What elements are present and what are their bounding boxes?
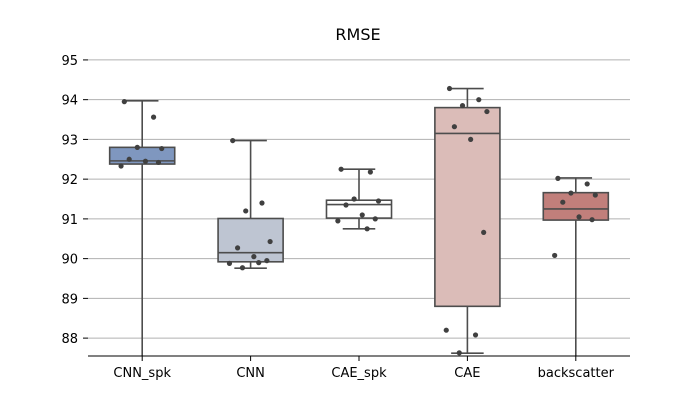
point-cnn-spk-0 bbox=[121, 99, 127, 105]
point-cnn-5 bbox=[251, 254, 257, 260]
box-backscatter bbox=[542, 191, 610, 221]
point-cnn-spk-7 bbox=[118, 163, 124, 169]
point-cae-9 bbox=[456, 350, 462, 356]
point-cae-spk-1 bbox=[367, 169, 373, 175]
y-tick-label-93: 93 bbox=[61, 133, 78, 148]
point-cae-7 bbox=[443, 327, 449, 333]
point-cnn-spk-2 bbox=[134, 144, 140, 150]
point-cnn-1 bbox=[259, 200, 265, 206]
point-cae-1 bbox=[476, 97, 482, 103]
point-cnn-6 bbox=[264, 258, 270, 264]
point-cnn-4 bbox=[234, 245, 241, 251]
data-points bbox=[118, 85, 598, 356]
y-tick-label-88: 88 bbox=[61, 332, 78, 347]
x-tick-label-cnn: CNN bbox=[236, 366, 265, 381]
point-backscatter-6 bbox=[589, 217, 595, 223]
point-backscatter-1 bbox=[584, 181, 590, 187]
box-cnn bbox=[217, 217, 284, 263]
point-backscatter-3 bbox=[592, 192, 598, 198]
x-tick-label-cnn-spk: CNN_spk bbox=[113, 366, 171, 381]
point-cnn-2 bbox=[243, 208, 249, 214]
y-tick-label-95: 95 bbox=[61, 54, 78, 69]
point-cae-spk-4 bbox=[343, 202, 349, 208]
point-cae-spk-8 bbox=[364, 226, 370, 232]
point-cae-spk-2 bbox=[351, 196, 357, 202]
point-cae-4 bbox=[451, 124, 457, 130]
point-backscatter-5 bbox=[576, 214, 582, 220]
point-backscatter-7 bbox=[552, 252, 558, 259]
point-cae-spk-7 bbox=[335, 218, 341, 224]
y-tick-label-91: 91 bbox=[61, 213, 78, 228]
point-cnn-0 bbox=[230, 137, 236, 144]
point-cae-spk-3 bbox=[375, 198, 382, 204]
point-cae-2 bbox=[459, 103, 466, 109]
point-cae-8 bbox=[472, 332, 479, 338]
y-tick-label-90: 90 bbox=[61, 253, 78, 268]
point-cnn-spk-6 bbox=[155, 159, 162, 166]
y-tick-label-92: 92 bbox=[61, 173, 78, 188]
y-tick-label-89: 89 bbox=[61, 292, 78, 307]
boxes bbox=[108, 87, 610, 356]
point-cnn-spk-5 bbox=[142, 158, 149, 164]
point-cae-0 bbox=[446, 85, 453, 92]
point-cnn-3 bbox=[267, 238, 273, 245]
point-backscatter-4 bbox=[560, 199, 566, 205]
box-cae-spk bbox=[325, 199, 393, 219]
point-cae-spk-6 bbox=[372, 216, 378, 222]
point-cae-6 bbox=[481, 229, 487, 236]
point-cnn-spk-3 bbox=[159, 145, 165, 152]
x-tick-label-backscatter: backscatter bbox=[538, 366, 615, 381]
chart-title: RMSE bbox=[335, 25, 380, 44]
point-cnn-9 bbox=[239, 265, 246, 271]
box-cae bbox=[434, 106, 501, 308]
x-tick-label-cae-spk: CAE_spk bbox=[331, 366, 387, 381]
axes: 88 89 90 91 92 93 94 95 CNN_spk CNN CAE_spk CAE back… bbox=[61, 54, 630, 381]
point-cae-spk-5 bbox=[359, 212, 365, 218]
point-cnn-7 bbox=[226, 260, 233, 267]
point-backscatter-2 bbox=[568, 190, 574, 196]
y-tick-label-94: 94 bbox=[61, 94, 78, 109]
point-backscatter-0 bbox=[555, 175, 561, 181]
x-tick-label-cae: CAE bbox=[454, 366, 480, 381]
point-cae-spk-0 bbox=[338, 166, 344, 172]
point-cae-3 bbox=[484, 108, 490, 115]
point-cnn-8 bbox=[256, 260, 262, 266]
point-cae-5 bbox=[468, 136, 474, 143]
point-cnn-spk-4 bbox=[126, 156, 132, 162]
point-cnn-spk-1 bbox=[150, 114, 157, 120]
